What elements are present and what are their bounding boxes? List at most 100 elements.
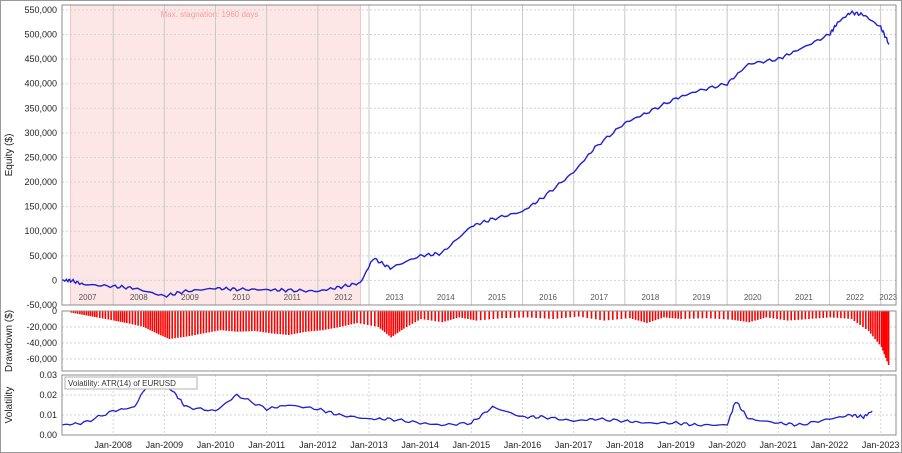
drawdown-bar <box>330 311 333 329</box>
drawdown-bar <box>862 311 864 327</box>
drawdown-bar <box>342 311 344 327</box>
drawdown-bar <box>70 311 73 313</box>
drawdown-bar <box>786 311 789 321</box>
drawdown-plot-border <box>61 310 897 372</box>
drawdown-bar <box>265 311 267 333</box>
drawdown-bar <box>396 311 399 333</box>
drawdown-bar <box>290 311 293 335</box>
drawdown-bar <box>350 311 353 325</box>
drawdown-bar <box>121 311 124 323</box>
year-label: 2021 <box>795 293 813 302</box>
drawdown-bar <box>202 311 205 334</box>
drawdown-bar <box>268 311 270 333</box>
y-tick-label: 450,000 <box>24 54 57 64</box>
drawdown-bar <box>128 311 131 324</box>
drawdown-bar <box>649 311 651 323</box>
x-tick-label: Jan-2008 <box>94 440 132 450</box>
drawdown-bar <box>867 311 870 331</box>
drawdown-bar <box>126 311 128 323</box>
drawdown-bar <box>251 311 253 332</box>
drawdown-bar <box>137 311 139 326</box>
drawdown-bar <box>411 311 414 324</box>
drawdown-bar <box>153 311 156 333</box>
drawdown-bar <box>833 311 835 318</box>
drawdown-bar <box>248 311 250 332</box>
drawdown-bar <box>423 311 426 320</box>
drawdown-bar <box>276 311 279 334</box>
drawdown-bar <box>110 311 112 321</box>
year-label: 2017 <box>590 293 608 302</box>
drawdown-bar <box>336 311 338 328</box>
drawdown-bar <box>880 311 883 347</box>
stagnation-annotation: Max. stagnation: 1960 days <box>161 10 259 19</box>
drawdown-bar <box>279 311 282 335</box>
drawdown-bar <box>769 311 771 318</box>
drawdown-bar <box>808 311 810 319</box>
drawdown-bar <box>737 311 739 321</box>
equity-y-axis-label: Equity ($) <box>4 134 15 177</box>
year-label: 2010 <box>232 293 250 302</box>
drawdown-bar <box>157 311 160 335</box>
drawdown-bar <box>801 311 803 320</box>
drawdown-bar <box>458 311 461 318</box>
y-tick-label: 250,000 <box>24 152 57 162</box>
drawdown-bar <box>887 311 890 365</box>
drawdown-bar <box>505 311 507 319</box>
drawdown-bar <box>307 311 310 332</box>
x-tick-label: Jan-2016 <box>504 440 542 450</box>
drawdown-panel: 0 -20,000 -40,000 -60,000 Drawdown ($) <box>4 306 897 372</box>
drawdown-bar <box>113 311 115 321</box>
drawdown-bar <box>556 311 559 319</box>
drawdown-bar <box>147 311 149 330</box>
drawdown-bar <box>388 311 390 336</box>
year-label: 2016 <box>539 293 557 302</box>
drawdown-bar <box>151 311 154 332</box>
drawdown-bar <box>668 311 671 318</box>
drawdown-bar <box>450 311 452 320</box>
drawdown-bar <box>479 311 482 321</box>
year-label: 2018 <box>642 293 660 302</box>
drawdown-bar <box>878 311 881 345</box>
drawdown-bar <box>401 311 403 331</box>
drawdown-bar <box>840 311 842 319</box>
drawdown-bar <box>688 311 691 319</box>
y-tick-label: 0.03 <box>39 370 57 380</box>
drawdown-bar <box>577 311 580 317</box>
drawdown-bar <box>818 311 821 319</box>
drawdown-bar <box>72 311 75 313</box>
drawdown-bar <box>394 311 397 335</box>
drawdown-bar <box>595 311 597 320</box>
drawdown-bar <box>420 311 422 319</box>
drawdown-bar <box>205 311 208 333</box>
drawdown-bar <box>339 311 341 327</box>
drawdown-bar <box>467 311 469 319</box>
drawdown-bar <box>514 311 516 318</box>
drawdown-bar <box>76 311 79 314</box>
drawdown-bar <box>599 311 601 320</box>
drawdown-bar <box>96 311 98 318</box>
drawdown-bar <box>853 311 856 321</box>
y-tick-label: 0.00 <box>39 430 57 440</box>
drawdown-bar <box>253 311 256 331</box>
volatility-x-ticks: Jan-2008 Jan-2009 Jan-2010 Jan-2011 Jan-2012… <box>94 375 899 450</box>
drawdown-bar <box>160 311 162 336</box>
drawdown-bar <box>81 311 83 315</box>
drawdown-bar <box>447 311 449 321</box>
drawdown-bar <box>825 311 828 318</box>
drawdown-bar <box>492 311 495 319</box>
drawdown-bar <box>883 311 886 355</box>
x-tick-label: Jan-2020 <box>708 440 746 450</box>
drawdown-bar <box>288 311 290 335</box>
drawdown-bar <box>117 311 119 322</box>
drawdown-bar <box>441 311 444 323</box>
drawdown-bar <box>829 311 832 318</box>
equity-series-line <box>61 9 890 298</box>
drawdown-bar <box>488 311 490 320</box>
drawdown-bar <box>705 311 708 319</box>
drawdown-bar <box>624 311 627 319</box>
drawdown-bar <box>344 311 347 326</box>
year-label: 2022 <box>846 293 864 302</box>
drawdown-bar <box>347 311 350 325</box>
drawdown-bar <box>319 311 321 331</box>
